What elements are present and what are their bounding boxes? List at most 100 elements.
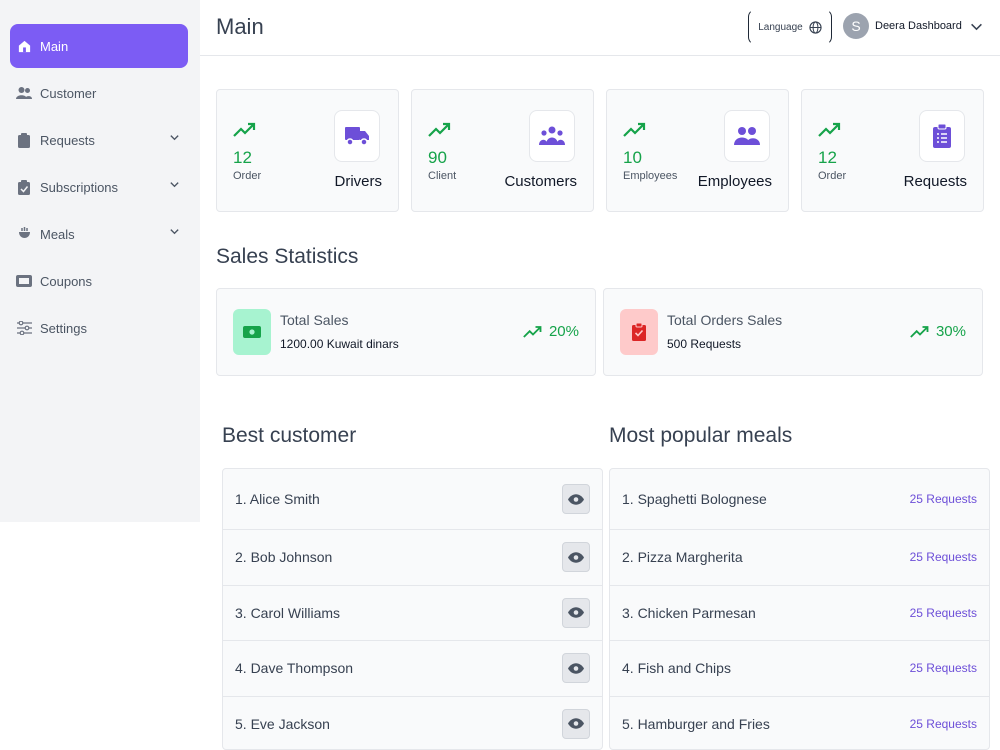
sales-card-title: Total Orders Sales xyxy=(667,312,783,328)
list-item: 2. Pizza Margherita 25 Requests xyxy=(610,530,989,586)
view-customer-button[interactable] xyxy=(562,484,590,514)
stat-value: 12 xyxy=(233,148,252,167)
stat-label: Customers xyxy=(504,173,577,190)
trend-up-icon xyxy=(818,122,841,137)
sidebar-item-coupons[interactable]: Coupons xyxy=(10,259,188,303)
clipboard-list-icon xyxy=(919,110,965,162)
list-item: 3. Chicken Parmesan 25 Requests xyxy=(610,586,989,641)
user-name: Deera Dashboard xyxy=(875,20,962,32)
globe-icon xyxy=(809,20,822,34)
meal-icon xyxy=(16,226,32,242)
stat-unit: Order xyxy=(818,170,847,182)
customer-name: 1. Alice Smith xyxy=(235,491,320,507)
view-customer-button[interactable] xyxy=(562,597,590,628)
trend-up-icon xyxy=(623,122,646,137)
sidebar-item-settings[interactable]: Settings xyxy=(10,306,188,350)
meal-request-count[interactable]: 25 Requests xyxy=(909,550,977,565)
sidebar-item-label: Meals xyxy=(40,226,75,242)
language-button[interactable]: Language xyxy=(748,9,832,45)
sidebar-item-meals[interactable]: Meals xyxy=(10,212,188,256)
sidebar-item-requests[interactable]: Requests xyxy=(10,118,188,162)
sidebar-item-label: Subscriptions xyxy=(40,179,119,195)
meal-name: 4. Fish and Chips xyxy=(622,660,731,677)
list-item: 2. Bob Johnson xyxy=(223,530,602,586)
sales-percent-value: 20% xyxy=(548,323,579,340)
chevron-down-icon[interactable] xyxy=(169,132,180,143)
clipboard-icon xyxy=(16,132,32,148)
clipboard-check-icon xyxy=(620,309,658,355)
top-header: Main Language S Deera Dashboard xyxy=(200,0,1000,56)
meal-name: 5. Hamburger and Fries xyxy=(622,715,770,732)
chevron-down-icon[interactable] xyxy=(169,179,180,190)
best-customer-list: 1. Alice Smith 2. Bob Johnson 3. Carol W… xyxy=(222,468,603,750)
page-title: Main xyxy=(216,14,264,39)
language-label: Language xyxy=(758,21,803,33)
stat-value: 12 xyxy=(818,148,837,167)
stat-card-customers[interactable]: 90 Client Customers xyxy=(411,89,594,212)
popular-meals-list: 1. Spaghetti Bolognese 25 Requests 2. Pi… xyxy=(609,468,990,750)
sidebar-item-label: Settings xyxy=(40,320,87,336)
list-item: 5. Hamburger and Fries 25 Requests xyxy=(610,697,989,750)
eye-icon xyxy=(568,493,584,505)
user-menu[interactable]: S Deera Dashboard xyxy=(843,13,983,39)
stat-value: 10 xyxy=(623,148,642,167)
chevron-down-icon[interactable] xyxy=(970,20,983,33)
stat-label: Requests xyxy=(903,173,967,190)
customer-name: 5. Eve Jackson xyxy=(235,715,330,732)
customer-name: 2. Bob Johnson xyxy=(235,549,333,566)
chevron-down-icon[interactable] xyxy=(169,226,180,237)
sales-card-title: Total Sales xyxy=(280,312,349,328)
view-customer-button[interactable] xyxy=(562,708,590,739)
popular-meals-title: Most popular meals xyxy=(609,424,793,447)
sidebar-item-label: Main xyxy=(40,38,69,54)
list-item: 4. Dave Thompson xyxy=(223,641,602,697)
sales-card-value: 500 Requests xyxy=(667,337,742,351)
total-sales-card: Total Sales 1200.00 Kuwait dinars 20% xyxy=(216,288,596,376)
eye-icon xyxy=(568,607,584,618)
truck-icon xyxy=(334,110,380,162)
stat-label: Employees xyxy=(697,173,772,190)
eye-icon xyxy=(568,718,584,729)
sales-statistics-title: Sales Statistics xyxy=(216,245,359,268)
list-item: 1. Alice Smith xyxy=(223,469,602,530)
group-icon xyxy=(529,110,575,162)
clipboard-check-icon xyxy=(16,179,32,195)
meal-request-count[interactable]: 25 Requests xyxy=(909,492,977,506)
sales-percent: 30% xyxy=(910,323,966,340)
stat-card-employees[interactable]: 10 Employees Employees xyxy=(606,89,789,212)
sidebar-item-subscriptions[interactable]: Subscriptions xyxy=(10,165,188,209)
stat-label: Drivers xyxy=(334,173,383,190)
list-item: 3. Carol Williams xyxy=(223,586,602,641)
trend-up-icon xyxy=(910,325,929,338)
sidebar: Main Customer Requests Subscriptions Mea… xyxy=(0,0,200,522)
sales-card-value: 1200.00 Kuwait dinars xyxy=(280,337,399,351)
customer-name: 3. Carol Williams xyxy=(235,604,341,621)
sidebar-item-label: Coupons xyxy=(40,273,93,289)
stat-card-drivers[interactable]: 12 Order Drivers xyxy=(216,89,399,212)
meal-name: 2. Pizza Margherita xyxy=(622,549,743,566)
list-item: 1. Spaghetti Bolognese 25 Requests xyxy=(610,469,989,530)
meal-request-count[interactable]: 25 Requests xyxy=(909,661,977,676)
list-item: 4. Fish and Chips 25 Requests xyxy=(610,641,989,697)
users-icon xyxy=(16,85,32,101)
sidebar-item-main[interactable]: Main xyxy=(10,24,188,68)
sidebar-item-customer[interactable]: Customer xyxy=(10,71,188,115)
trend-up-icon xyxy=(233,122,256,137)
avatar: S xyxy=(843,13,869,39)
stat-unit: Client xyxy=(428,170,457,182)
total-orders-card: Total Orders Sales 500 Requests 30% xyxy=(603,288,983,376)
meal-name: 1. Spaghetti Bolognese xyxy=(622,491,767,507)
stat-value: 90 xyxy=(428,148,447,167)
sidebar-item-label: Requests xyxy=(40,132,95,148)
meal-request-count[interactable]: 25 Requests xyxy=(909,716,977,731)
meal-request-count[interactable]: 25 Requests xyxy=(909,605,977,620)
sales-percent-value: 30% xyxy=(935,323,966,340)
stat-card-requests[interactable]: 12 Order Requests xyxy=(801,89,984,212)
users-icon xyxy=(724,110,770,162)
view-customer-button[interactable] xyxy=(562,653,590,684)
view-customer-button[interactable] xyxy=(562,542,590,573)
eye-icon xyxy=(568,663,584,674)
home-icon xyxy=(16,38,32,54)
sliders-icon xyxy=(16,320,32,336)
list-item: 5. Eve Jackson xyxy=(223,697,602,750)
